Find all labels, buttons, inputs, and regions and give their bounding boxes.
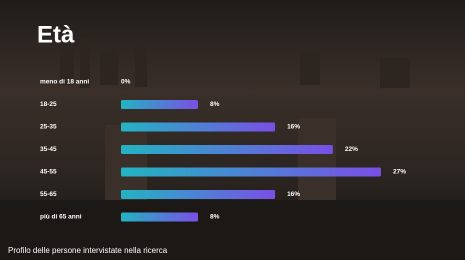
chart: Età Profilo delle persone intervistate n… [0, 0, 465, 260]
category-label: 45-55 [40, 169, 57, 176]
chart-title: Età [37, 21, 75, 48]
category-label: 18-25 [40, 101, 57, 108]
value-label: 22% [345, 146, 358, 153]
category-label: meno di 18 anni [40, 79, 89, 86]
value-label: 0% [121, 79, 131, 86]
bar [121, 100, 198, 109]
bar [121, 190, 275, 199]
bar [121, 145, 333, 154]
value-label: 8% [210, 101, 220, 108]
bar [121, 123, 275, 132]
value-label: 27% [393, 169, 406, 176]
bar [121, 168, 381, 177]
value-label: 8% [210, 214, 220, 221]
category-label: più di 65 anni [40, 214, 82, 221]
value-label: 16% [287, 124, 300, 131]
value-label: 16% [287, 191, 300, 198]
category-label: 25-35 [40, 124, 57, 131]
category-label: 35-45 [40, 146, 57, 153]
footer: Profilo delle persone intervistate nella… [8, 246, 168, 255]
bar [121, 213, 198, 222]
category-label: 55-65 [40, 191, 57, 198]
